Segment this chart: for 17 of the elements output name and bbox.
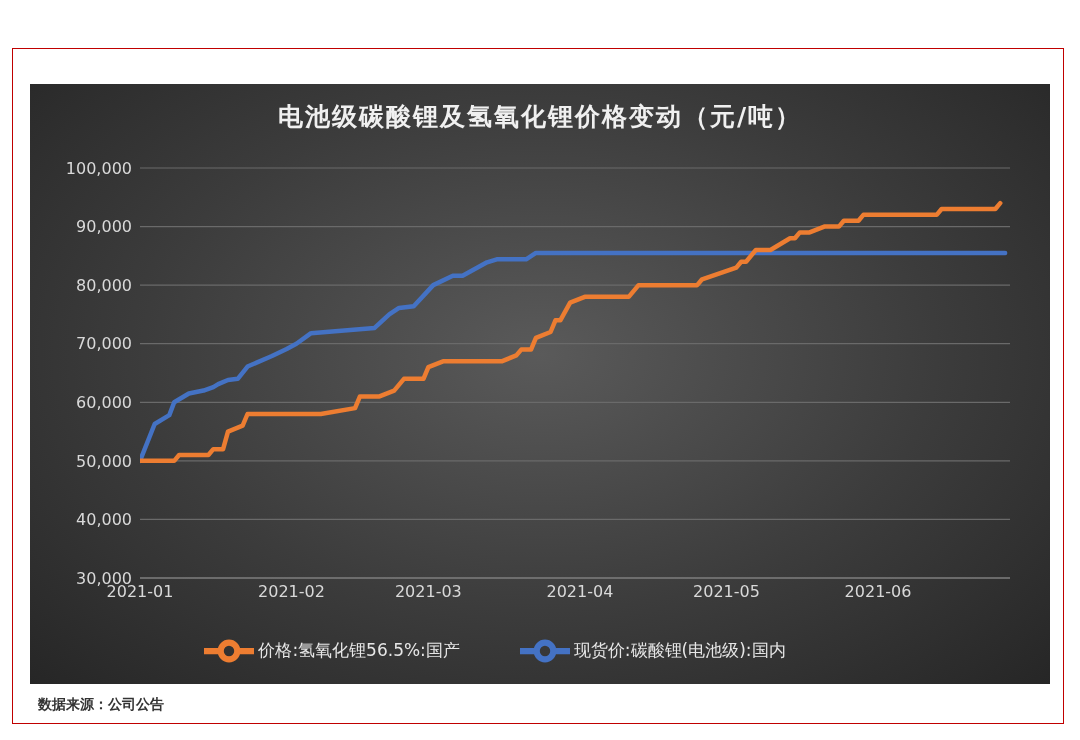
source-note: 数据来源：公司公告 bbox=[38, 696, 164, 714]
x-tick-label: 2021-04 bbox=[546, 582, 614, 602]
y-tick-label: 80,000 bbox=[76, 275, 132, 295]
y-tick-label: 100,000 bbox=[65, 158, 132, 178]
legend-label: 价格:氢氧化锂56.5%:国产 bbox=[258, 640, 460, 660]
y-tick-label: 50,000 bbox=[76, 451, 132, 471]
y-tick-label: 60,000 bbox=[76, 392, 132, 412]
x-tick-label: 2021-02 bbox=[258, 582, 325, 602]
line-series bbox=[140, 200, 1003, 464]
y-tick-label: 40,000 bbox=[76, 510, 132, 530]
y-tick-label: 90,000 bbox=[76, 217, 132, 237]
chart-title: 电池级碳酸锂及氢氧化锂价格变动（元/吨） bbox=[276, 101, 804, 133]
legend-label: 现货价:碳酸锂(电池级):国内 bbox=[573, 640, 786, 660]
x-tick-label: 2021-06 bbox=[844, 582, 912, 602]
x-tick-label: 2021-05 bbox=[693, 582, 760, 602]
x-tick-label: 2021-03 bbox=[394, 582, 462, 602]
y-tick-label: 70,000 bbox=[76, 334, 132, 354]
